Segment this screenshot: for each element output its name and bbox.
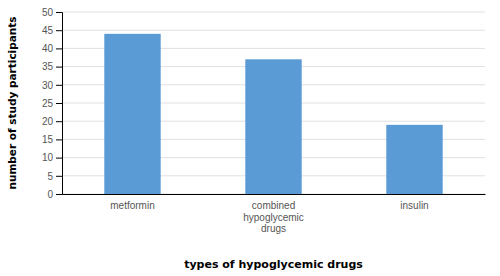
x-axis-title: types of hypoglycemic drugs — [184, 258, 363, 271]
tick: 15 — [42, 134, 62, 145]
bars — [104, 34, 442, 194]
tick-mark — [56, 48, 62, 49]
tick-label: combinedhypoglycemicdrugs — [243, 200, 304, 234]
tick: insulin — [400, 200, 428, 211]
tick-label: 5 — [47, 171, 53, 182]
tick: 25 — [42, 98, 62, 109]
y-axis-title: number of study participants — [6, 16, 18, 189]
chart: 0 5 10 15 20 25 30 35 40 45 50 metformin combinedhyp… — [0, 0, 500, 276]
tick-mark — [56, 12, 62, 13]
tick: 35 — [42, 61, 62, 72]
tick: 0 — [47, 189, 62, 200]
tick-label: 20 — [42, 116, 54, 127]
tick-label: 50 — [42, 7, 54, 18]
tick-label: 25 — [42, 98, 54, 109]
tick: 40 — [42, 43, 62, 54]
bar — [386, 125, 442, 194]
tick-mark — [56, 158, 62, 159]
axis-line — [56, 13, 63, 195]
tick: 5 — [47, 171, 62, 182]
tick-label: 45 — [42, 25, 54, 36]
tick-mark — [56, 194, 62, 195]
grid-line — [62, 30, 485, 31]
plot: 0 5 10 15 20 25 30 35 40 45 50 metformin combinedhyp… — [42, 7, 486, 234]
tick-mark — [56, 121, 62, 122]
tick-label: 35 — [42, 61, 54, 72]
tick-label: 30 — [42, 80, 54, 91]
tick: 45 — [42, 25, 62, 36]
grid-line — [62, 12, 485, 13]
tick-mark — [56, 176, 62, 177]
tick-label: insulin — [400, 200, 428, 211]
tick-label: 0 — [47, 189, 53, 200]
tick-label: 40 — [42, 43, 54, 54]
tick-mark — [56, 30, 62, 31]
tick: combinedhypoglycemicdrugs — [243, 200, 304, 234]
bar — [245, 59, 301, 194]
axis-line — [63, 194, 486, 195]
bar — [104, 34, 160, 194]
grid — [62, 12, 485, 194]
y-axis: 0 5 10 15 20 25 30 35 40 45 50 — [42, 7, 63, 200]
tick-mark — [56, 139, 62, 140]
tick-label: 10 — [42, 152, 54, 163]
x-axis: metformin combinedhypoglycemicdrugs insuli… — [63, 195, 486, 235]
tick-mark — [56, 103, 62, 104]
tick-mark — [56, 67, 62, 68]
tick-mark — [56, 85, 62, 86]
tick-label: metformin — [110, 200, 154, 211]
tick: metformin — [110, 200, 154, 211]
tick: 50 — [42, 7, 62, 18]
tick: 10 — [42, 152, 62, 163]
tick: 30 — [42, 80, 62, 91]
tick: 20 — [42, 116, 62, 127]
tick-label: 15 — [42, 134, 54, 145]
